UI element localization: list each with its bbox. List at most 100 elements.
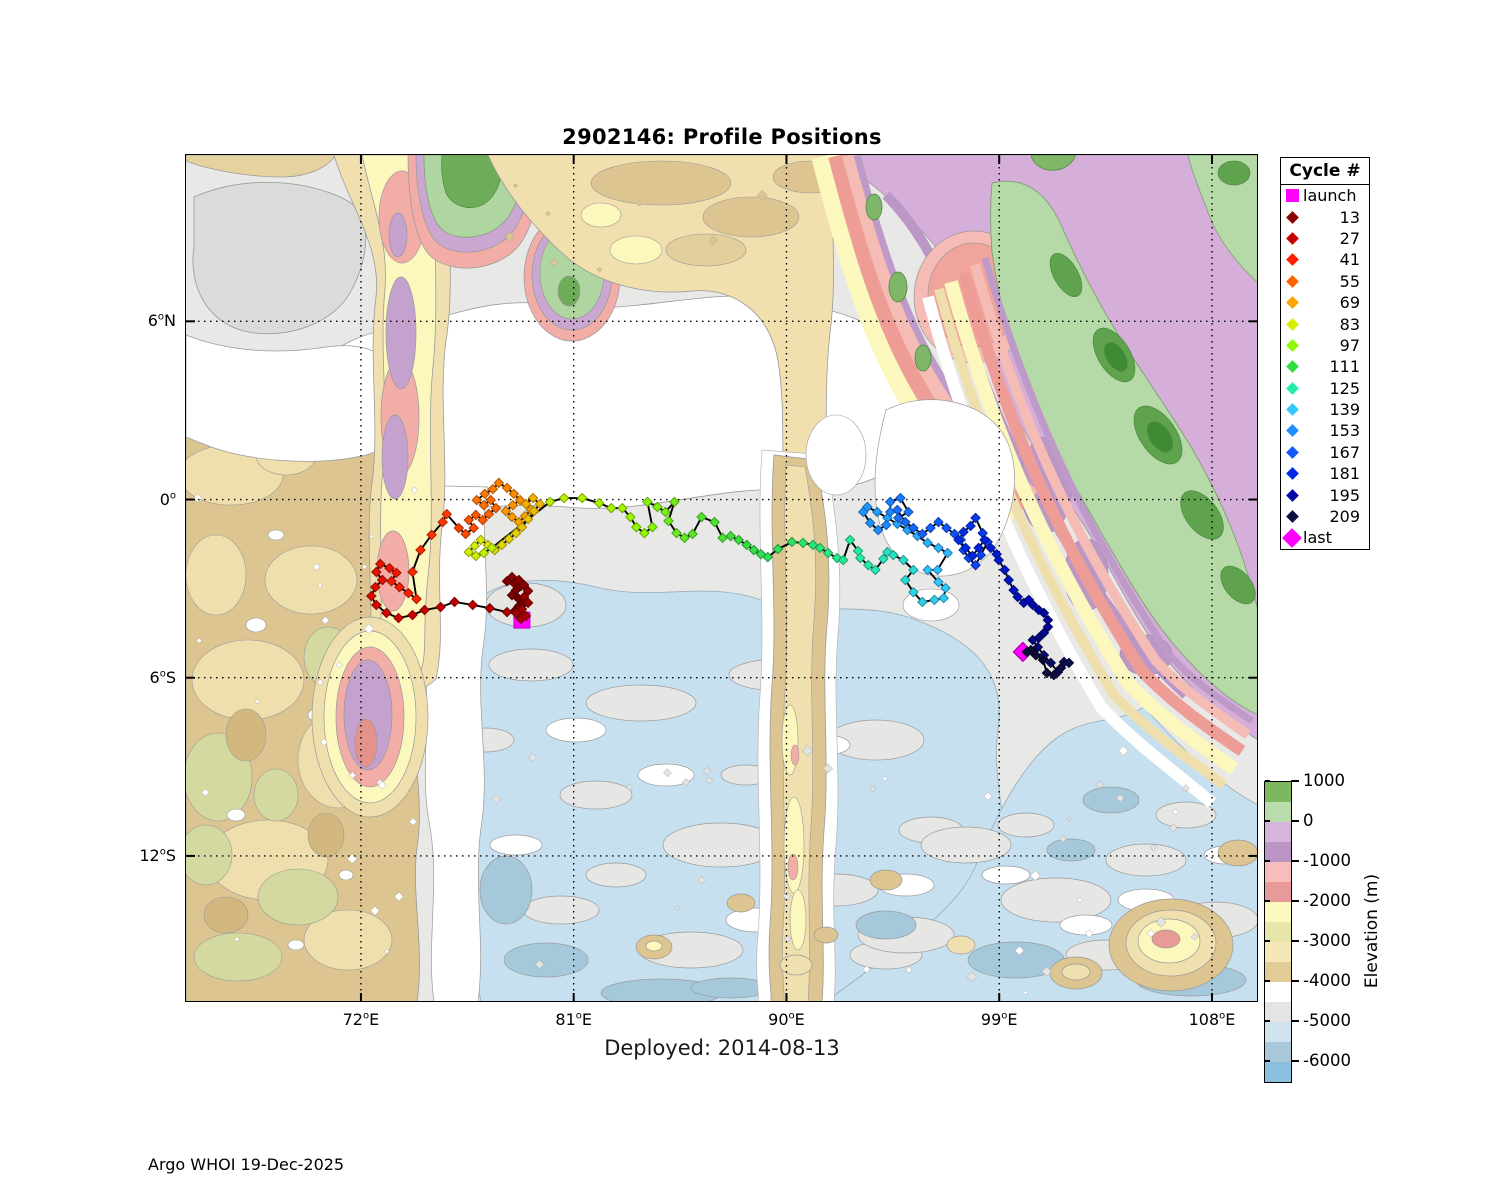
legend-label: 55 [1339, 271, 1360, 291]
profile-marker [510, 527, 522, 539]
profile-marker [970, 559, 981, 571]
profile-marker [872, 524, 884, 536]
credit-text: Argo WHOI 19-Dec-2025 [148, 1155, 345, 1174]
profile-marker [520, 498, 532, 510]
profile-marker [888, 549, 899, 561]
x-tick-label: 108oE [1188, 1010, 1236, 1029]
profile-marker [1021, 646, 1033, 658]
profile-marker [925, 522, 936, 534]
profile-marker [506, 511, 518, 523]
profile-marker [941, 522, 952, 534]
profile-marker [522, 597, 534, 609]
profile-marker [898, 554, 909, 566]
profile-marker [786, 536, 798, 548]
y-tick-label: 6oN [147, 311, 176, 331]
last-diamond-icon [1282, 528, 1302, 548]
profile-marker [917, 528, 928, 540]
cycle-diamond-icon [1285, 253, 1299, 267]
legend-label: 209 [1329, 507, 1360, 527]
cycle-diamond-icon [1285, 403, 1299, 416]
profile-marker [518, 591, 530, 603]
profile-marker [487, 483, 499, 495]
colorbar-tick [1291, 1060, 1299, 1062]
profile-marker [486, 542, 498, 554]
profile-marker [772, 543, 784, 555]
cycle-diamond-icon [1285, 210, 1299, 224]
colorbar-tick-label: -3000 [1303, 931, 1351, 950]
x-tick-label: 99oE [980, 1010, 1018, 1029]
profile-marker [393, 612, 404, 624]
profile-marker [1038, 627, 1050, 639]
legend-item-69: 69 [1281, 292, 1369, 313]
profile-marker [617, 502, 628, 514]
legend-item-launch: launch [1281, 185, 1369, 206]
x-tick-label: 90oE [768, 1010, 805, 1029]
colorbar-tick [1265, 980, 1270, 982]
profile-marker [516, 603, 528, 615]
legend-item-139: 139 [1281, 399, 1369, 420]
profile-marker [679, 532, 690, 544]
profile-marker [460, 528, 471, 540]
legend-label: last [1303, 528, 1332, 548]
profile-marker [741, 539, 753, 551]
profile-marker [807, 539, 819, 551]
profile-marker [391, 567, 402, 579]
colorbar-tick-label: -5000 [1303, 1011, 1351, 1030]
profile-marker [528, 505, 540, 517]
profile-marker [822, 547, 834, 559]
colorbar-band [1265, 882, 1291, 902]
legend-header: Cycle # [1281, 158, 1369, 185]
colorbar-tick [1265, 940, 1270, 942]
colorbar-tick [1291, 820, 1299, 822]
legend-item-181: 181 [1281, 463, 1369, 484]
profile-marker [518, 579, 530, 591]
profile-marker [880, 519, 892, 531]
cycle-diamond-icon [1285, 381, 1299, 395]
colorbar-band [1265, 902, 1291, 922]
profile-marker [1008, 584, 1019, 596]
profile-marker [1055, 662, 1067, 674]
colorbar-tick-label: -1000 [1303, 851, 1351, 870]
legend-item-41: 41 [1281, 249, 1369, 270]
profile-marker [933, 576, 944, 588]
profile-marker [932, 564, 943, 576]
profile-marker [470, 550, 482, 562]
colorbar-band [1265, 1062, 1291, 1082]
legend-item-97: 97 [1281, 335, 1369, 356]
profile-marker [900, 574, 911, 586]
profile-marker [892, 512, 904, 524]
colorbar-tick [1291, 940, 1299, 942]
profile-marker [522, 585, 534, 597]
profile-marker [814, 542, 826, 554]
profile-marker [929, 594, 940, 606]
profile-marker [375, 558, 386, 570]
colorbar-tick-label: -2000 [1303, 891, 1351, 910]
cycle-diamond-icon [1285, 424, 1299, 438]
profile-marker [520, 610, 532, 622]
profile-marker [500, 505, 512, 517]
profile-marker [1045, 657, 1057, 669]
legend-label: 97 [1339, 335, 1360, 355]
profile-marker [370, 599, 382, 611]
profile-marker [870, 564, 881, 576]
legend-label: 13 [1339, 207, 1360, 227]
colorbar-tick-label: -6000 [1303, 1051, 1351, 1070]
colorbar-tick [1291, 780, 1299, 782]
profile-marker [1033, 604, 1045, 616]
profile-marker [467, 599, 479, 611]
colorbar-tick [1291, 980, 1299, 982]
cycle-diamond-icon [1285, 296, 1299, 310]
legend-item-195: 195 [1281, 484, 1369, 505]
cycle-diamond-icon [1285, 446, 1299, 459]
colorbar-tick [1265, 820, 1270, 822]
profile-marker [748, 544, 760, 556]
profile-marker [370, 581, 381, 593]
profile-marker [468, 522, 480, 534]
profile-marker [506, 571, 518, 583]
profile-marker [878, 553, 889, 565]
profile-marker [485, 494, 497, 506]
profile-marker [696, 511, 707, 523]
profile-marker [366, 590, 377, 602]
legend-item-167: 167 [1281, 442, 1369, 463]
